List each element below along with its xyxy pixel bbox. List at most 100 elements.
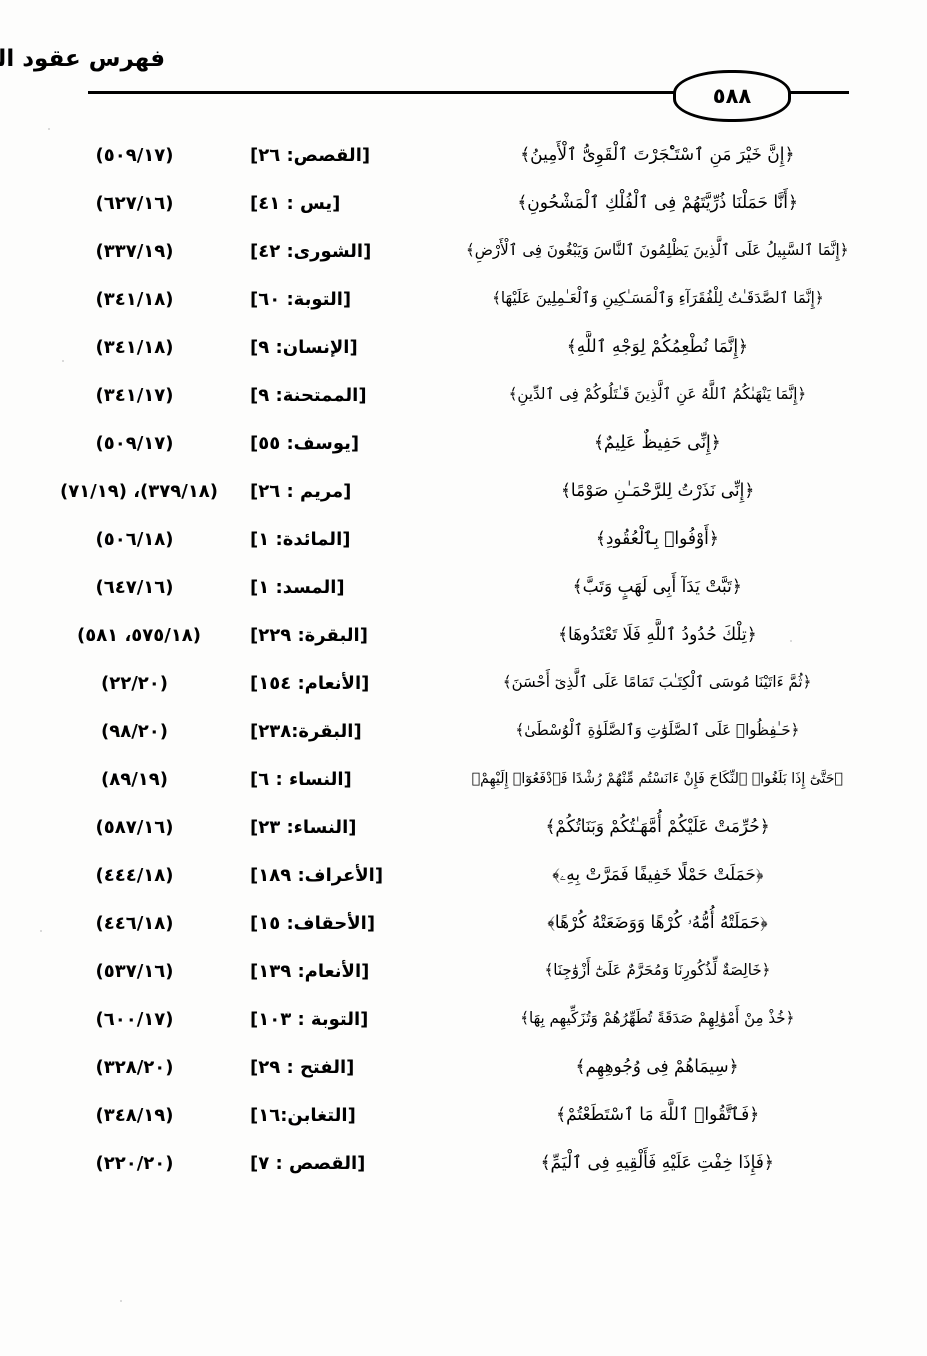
verse-inner: ﴿تِلْكَ حُدُودُ ٱللَّهِ فَلَا تَعْتَدُوه…: [558, 624, 757, 645]
index-row: ﴿أَنَّا حَمَلْنَا ذُرِّيَّتَهُمْ فِى ٱلْ…: [0, 179, 927, 227]
index-row: ﴿حَمَلَتْهُ أُمُّهُۥ كُرْهًا وَوَضَعَتْه…: [0, 899, 927, 947]
index-row: ﴿حَمَلَتْ حَمْلًا خَفِيفًا فَمَرَّتْ بِه…: [0, 851, 927, 899]
verse-text: ﴿حَـٰفِظُوا۟ عَلَى ٱلصَّلَوَٰتِ وَٱلصَّل…: [424, 721, 891, 740]
verse-text: ﴿حَمَلَتْ حَمْلًا خَفِيفًا فَمَرَّتْ بِه…: [424, 865, 891, 885]
verse-text: ﴿تِلْكَ حُدُودُ ٱللَّهِ فَلَا تَعْتَدُوه…: [424, 625, 891, 645]
index-row: ﴿إِنَّمَا يَنْهَىٰكُمُ ٱللَّهُ عَنِ ٱلَّ…: [0, 371, 927, 419]
verse-text: ﴿إِنَّ خَيْرَ مَنِ ٱسْتَـْٔجَرْتَ ٱلْقَو…: [424, 145, 891, 165]
verse-inner: ﴿حَتَّىٰٓ إِذَا بَلَغُوا۟ ٱلنِّكَاحَ فَإ…: [471, 770, 844, 787]
page-citation: (٢٢٠/٢٠): [95, 1152, 174, 1174]
page-citation: (٥٠٩/١٧): [95, 144, 174, 166]
index-row: ﴿أَوْفُوا۟ بِٱلْعُقُودِ﴾ [المائدة: ١] (٥٠٦…: [0, 515, 927, 563]
verse-inner: ﴿فَإِذَا خِفْتِ عَلَيْهِ فَأَلْقِيهِ فِى…: [540, 1152, 775, 1173]
verse-inner: ﴿سِيمَاهُمْ فِى وُجُوهِهِم﴾: [575, 1056, 740, 1077]
surah-reference: [القصص: ٢٦]: [250, 144, 371, 166]
index-row: ﴿خَالِصَةٌ لِّذُكُورِنَا وَمُحَرَّمٌ عَل…: [0, 947, 927, 995]
verse-text: ﴿إِنَّمَا نُطْعِمُكُمْ لِوَجْهِ ٱللَّهِ﴾: [424, 337, 891, 357]
verse-inner: ﴿حَمَلَتْ حَمْلًا خَفِيفًا فَمَرَّتْ بِه…: [551, 864, 764, 885]
index-row: ﴿حَتَّىٰٓ إِذَا بَلَغُوا۟ ٱلنِّكَاحَ فَإ…: [0, 755, 927, 803]
page-citation: (٣٧٩/١٨)، (٧١/١٩): [59, 480, 219, 502]
surah-reference: [النساء: ٢٣]: [250, 816, 357, 838]
verse-text: ﴿فَٱتَّقُوا۟ ٱللَّهَ مَا ٱسْتَطَعْتُمْ﴾: [424, 1105, 891, 1125]
page-citation: (٤٤٦/١٨): [95, 912, 174, 934]
verse-text: ﴿خُذْ مِنْ أَمْوَٰلِهِمْ صَدَقَةً تُطَهِ…: [424, 1009, 891, 1028]
page-citation: (٣٣٧/١٩): [95, 240, 174, 262]
header-divider: [88, 91, 849, 94]
surah-reference: [الأنعام: ١٣٩]: [250, 960, 370, 982]
surah-reference: [الأعراف: ١٨٩]: [250, 864, 384, 886]
verse-inner: ﴿إِنِّى حَفِيظٌ عَلِيمٌ﴾: [594, 432, 721, 453]
verse-text: ﴿حَمَلَتْهُ أُمُّهُۥ كُرْهًا وَوَضَعَتْه…: [424, 913, 891, 933]
verse-inner: ﴿إِنَّمَا يَنْهَىٰكُمُ ٱللَّهُ عَنِ ٱلَّ…: [508, 385, 807, 404]
index-row: ﴿تَبَّتْ يَدَآ أَبِى لَهَبٍ وَتَبَّ﴾ [الم…: [0, 563, 927, 611]
verse-inner: ﴿إِنِّى نَذَرْتُ لِلرَّحْمَـٰنِ صَوْمًا﴾: [560, 480, 755, 501]
quran-index-table: ﴿إِنَّ خَيْرَ مَنِ ٱسْتَـْٔجَرْتَ ٱلْقَو…: [0, 131, 927, 1187]
verse-text: ﴿أَنَّا حَمَلْنَا ذُرِّيَّتَهُمْ فِى ٱلْ…: [424, 193, 891, 213]
verse-text: ﴿حَتَّىٰٓ إِذَا بَلَغُوا۟ ٱلنِّكَاحَ فَإ…: [424, 771, 891, 788]
index-row: ﴿فَإِذَا خِفْتِ عَلَيْهِ فَأَلْقِيهِ فِى…: [0, 1139, 927, 1187]
verse-inner: ﴿إِنَّمَا ٱلصَّدَقَـٰتُ لِلْفُقَرَآءِ وَ…: [491, 289, 824, 308]
page-citation: (٣٤٨/١٩): [95, 1104, 174, 1126]
surah-reference: [التوبة : ١٠٣]: [250, 1008, 369, 1030]
verse-inner: ﴿فَٱتَّقُوا۟ ٱللَّهَ مَا ٱسْتَطَعْتُمْ﴾: [555, 1104, 760, 1125]
page-citation: (٥٠٩/١٧): [95, 432, 174, 454]
verse-text: ﴿إِنِّى نَذَرْتُ لِلرَّحْمَـٰنِ صَوْمًا﴾: [424, 481, 891, 501]
surah-reference: [الأنعام: ١٥٤]: [250, 672, 370, 694]
verse-text: ﴿أَوْفُوا۟ بِٱلْعُقُودِ﴾: [424, 529, 891, 549]
index-row: ﴿إِنَّمَا نُطْعِمُكُمْ لِوَجْهِ ٱللَّهِ﴾…: [0, 323, 927, 371]
page-citation: (٥٧٥/١٨، ٥٨١): [76, 624, 202, 646]
folio-badge: ٥٨٨: [673, 70, 791, 122]
index-row: ﴿خُذْ مِنْ أَمْوَٰلِهِمْ صَدَقَةً تُطَهِ…: [0, 995, 927, 1043]
verse-text: ﴿فَإِذَا خِفْتِ عَلَيْهِ فَأَلْقِيهِ فِى…: [424, 1153, 891, 1173]
surah-reference: [التوبة: ٦٠]: [250, 288, 352, 310]
verse-inner: ﴿إِنَّمَا ٱلسَّبِيلُ عَلَى ٱلَّذِينَ يَظ…: [466, 241, 849, 260]
verse-inner: ﴿خَالِصَةٌ لِّذُكُورِنَا وَمُحَرَّمٌ عَل…: [544, 961, 771, 980]
surah-reference: [الإنسان: ٩]: [250, 336, 358, 358]
page-citation: (٥٣٧/١٦): [95, 960, 174, 982]
index-row: ﴿تِلْكَ حُدُودُ ٱللَّهِ فَلَا تَعْتَدُوه…: [0, 611, 927, 659]
index-row: ﴿إِنَّ خَيْرَ مَنِ ٱسْتَـْٔجَرْتَ ٱلْقَو…: [0, 131, 927, 179]
verse-inner: ﴿حَمَلَتْهُ أُمُّهُۥ كُرْهًا وَوَضَعَتْه…: [547, 912, 768, 933]
verse-text: ﴿سِيمَاهُمْ فِى وُجُوهِهِم﴾: [424, 1057, 891, 1077]
verse-text: ﴿إِنَّمَا ٱلسَّبِيلُ عَلَى ٱلَّذِينَ يَظ…: [424, 241, 891, 260]
page-citation: (٤٤٤/١٨): [95, 864, 174, 886]
verse-inner: ﴿حُرِّمَتْ عَلَيْكُمْ أُمَّهَـٰتُكُمْ وَ…: [545, 816, 770, 837]
index-row: ﴿إِنَّمَا ٱلصَّدَقَـٰتُ لِلْفُقَرَآءِ وَ…: [0, 275, 927, 323]
page-citation: (٣٤١/١٨): [95, 288, 174, 310]
page-citation: (٣٤١/١٧): [95, 384, 174, 406]
verse-inner: ﴿أَنَّا حَمَلْنَا ذُرِّيَّتَهُمْ فِى ٱلْ…: [517, 192, 798, 213]
page-citation: (٩٨/٢٠): [101, 720, 168, 742]
page-citation: (٨٩/١٩): [101, 768, 168, 790]
page-header: فهرس عقود التبرع ٥٨٨: [0, 46, 927, 122]
verse-text: ﴿إِنَّمَا ٱلصَّدَقَـٰتُ لِلْفُقَرَآءِ وَ…: [424, 289, 891, 308]
page-citation: (٥٨٧/١٦): [95, 816, 174, 838]
verse-inner: ﴿تَبَّتْ يَدَآ أَبِى لَهَبٍ وَتَبَّ﴾: [572, 576, 743, 597]
page-citation: (٢٢/٢٠): [101, 672, 168, 694]
verse-inner: ﴿ثُمَّ ءَاتَيْنَا مُوسَى ٱلْكِتَـٰبَ تَم…: [503, 673, 812, 692]
index-row: ﴿ثُمَّ ءَاتَيْنَا مُوسَى ٱلْكِتَـٰبَ تَم…: [0, 659, 927, 707]
page-citation: (٥٠٦/١٨): [95, 528, 174, 550]
surah-reference: [المسد: ١]: [250, 576, 345, 598]
surah-reference: [الممتحنة: ٩]: [250, 384, 367, 406]
verse-text: ﴿إِنِّى حَفِيظٌ عَلِيمٌ﴾: [424, 433, 891, 453]
index-row: ﴿حُرِّمَتْ عَلَيْكُمْ أُمَّهَـٰتُكُمْ وَ…: [0, 803, 927, 851]
index-row: ﴿حَـٰفِظُوا۟ عَلَى ٱلصَّلَوَٰتِ وَٱلصَّل…: [0, 707, 927, 755]
surah-reference: [يوسف: ٥٥]: [250, 432, 360, 454]
page-title: فهرس عقود التبرع: [0, 46, 165, 72]
surah-reference: [التغابن:١٦]: [250, 1104, 356, 1126]
verse-text: ﴿ثُمَّ ءَاتَيْنَا مُوسَى ٱلْكِتَـٰبَ تَم…: [424, 673, 891, 692]
surah-reference: [الشورى: ٤٢]: [250, 240, 372, 262]
surah-reference: [النساء : ٦]: [250, 768, 352, 790]
surah-reference: [مريم : ٢٦]: [250, 480, 352, 502]
verse-text: ﴿خَالِصَةٌ لِّذُكُورِنَا وَمُحَرَّمٌ عَل…: [424, 961, 891, 980]
verse-text: ﴿إِنَّمَا يَنْهَىٰكُمُ ٱللَّهُ عَنِ ٱلَّ…: [424, 385, 891, 404]
verse-inner: ﴿إِنَّمَا نُطْعِمُكُمْ لِوَجْهِ ٱللَّهِ﴾: [566, 336, 749, 357]
surah-reference: [البقرة: ٢٢٩]: [250, 624, 368, 646]
page-citation: (٦٢٧/١٦): [95, 192, 174, 214]
page-citation: (٦٤٧/١٦): [95, 576, 174, 598]
verse-inner: ﴿خُذْ مِنْ أَمْوَٰلِهِمْ صَدَقَةً تُطَهِ…: [520, 1009, 795, 1028]
verse-inner: ﴿إِنَّ خَيْرَ مَنِ ٱسْتَـْٔجَرْتَ ٱلْقَو…: [520, 144, 795, 165]
page-number: ٥٨٨: [712, 83, 752, 108]
index-row: ﴿إِنَّمَا ٱلسَّبِيلُ عَلَى ٱلَّذِينَ يَظ…: [0, 227, 927, 275]
